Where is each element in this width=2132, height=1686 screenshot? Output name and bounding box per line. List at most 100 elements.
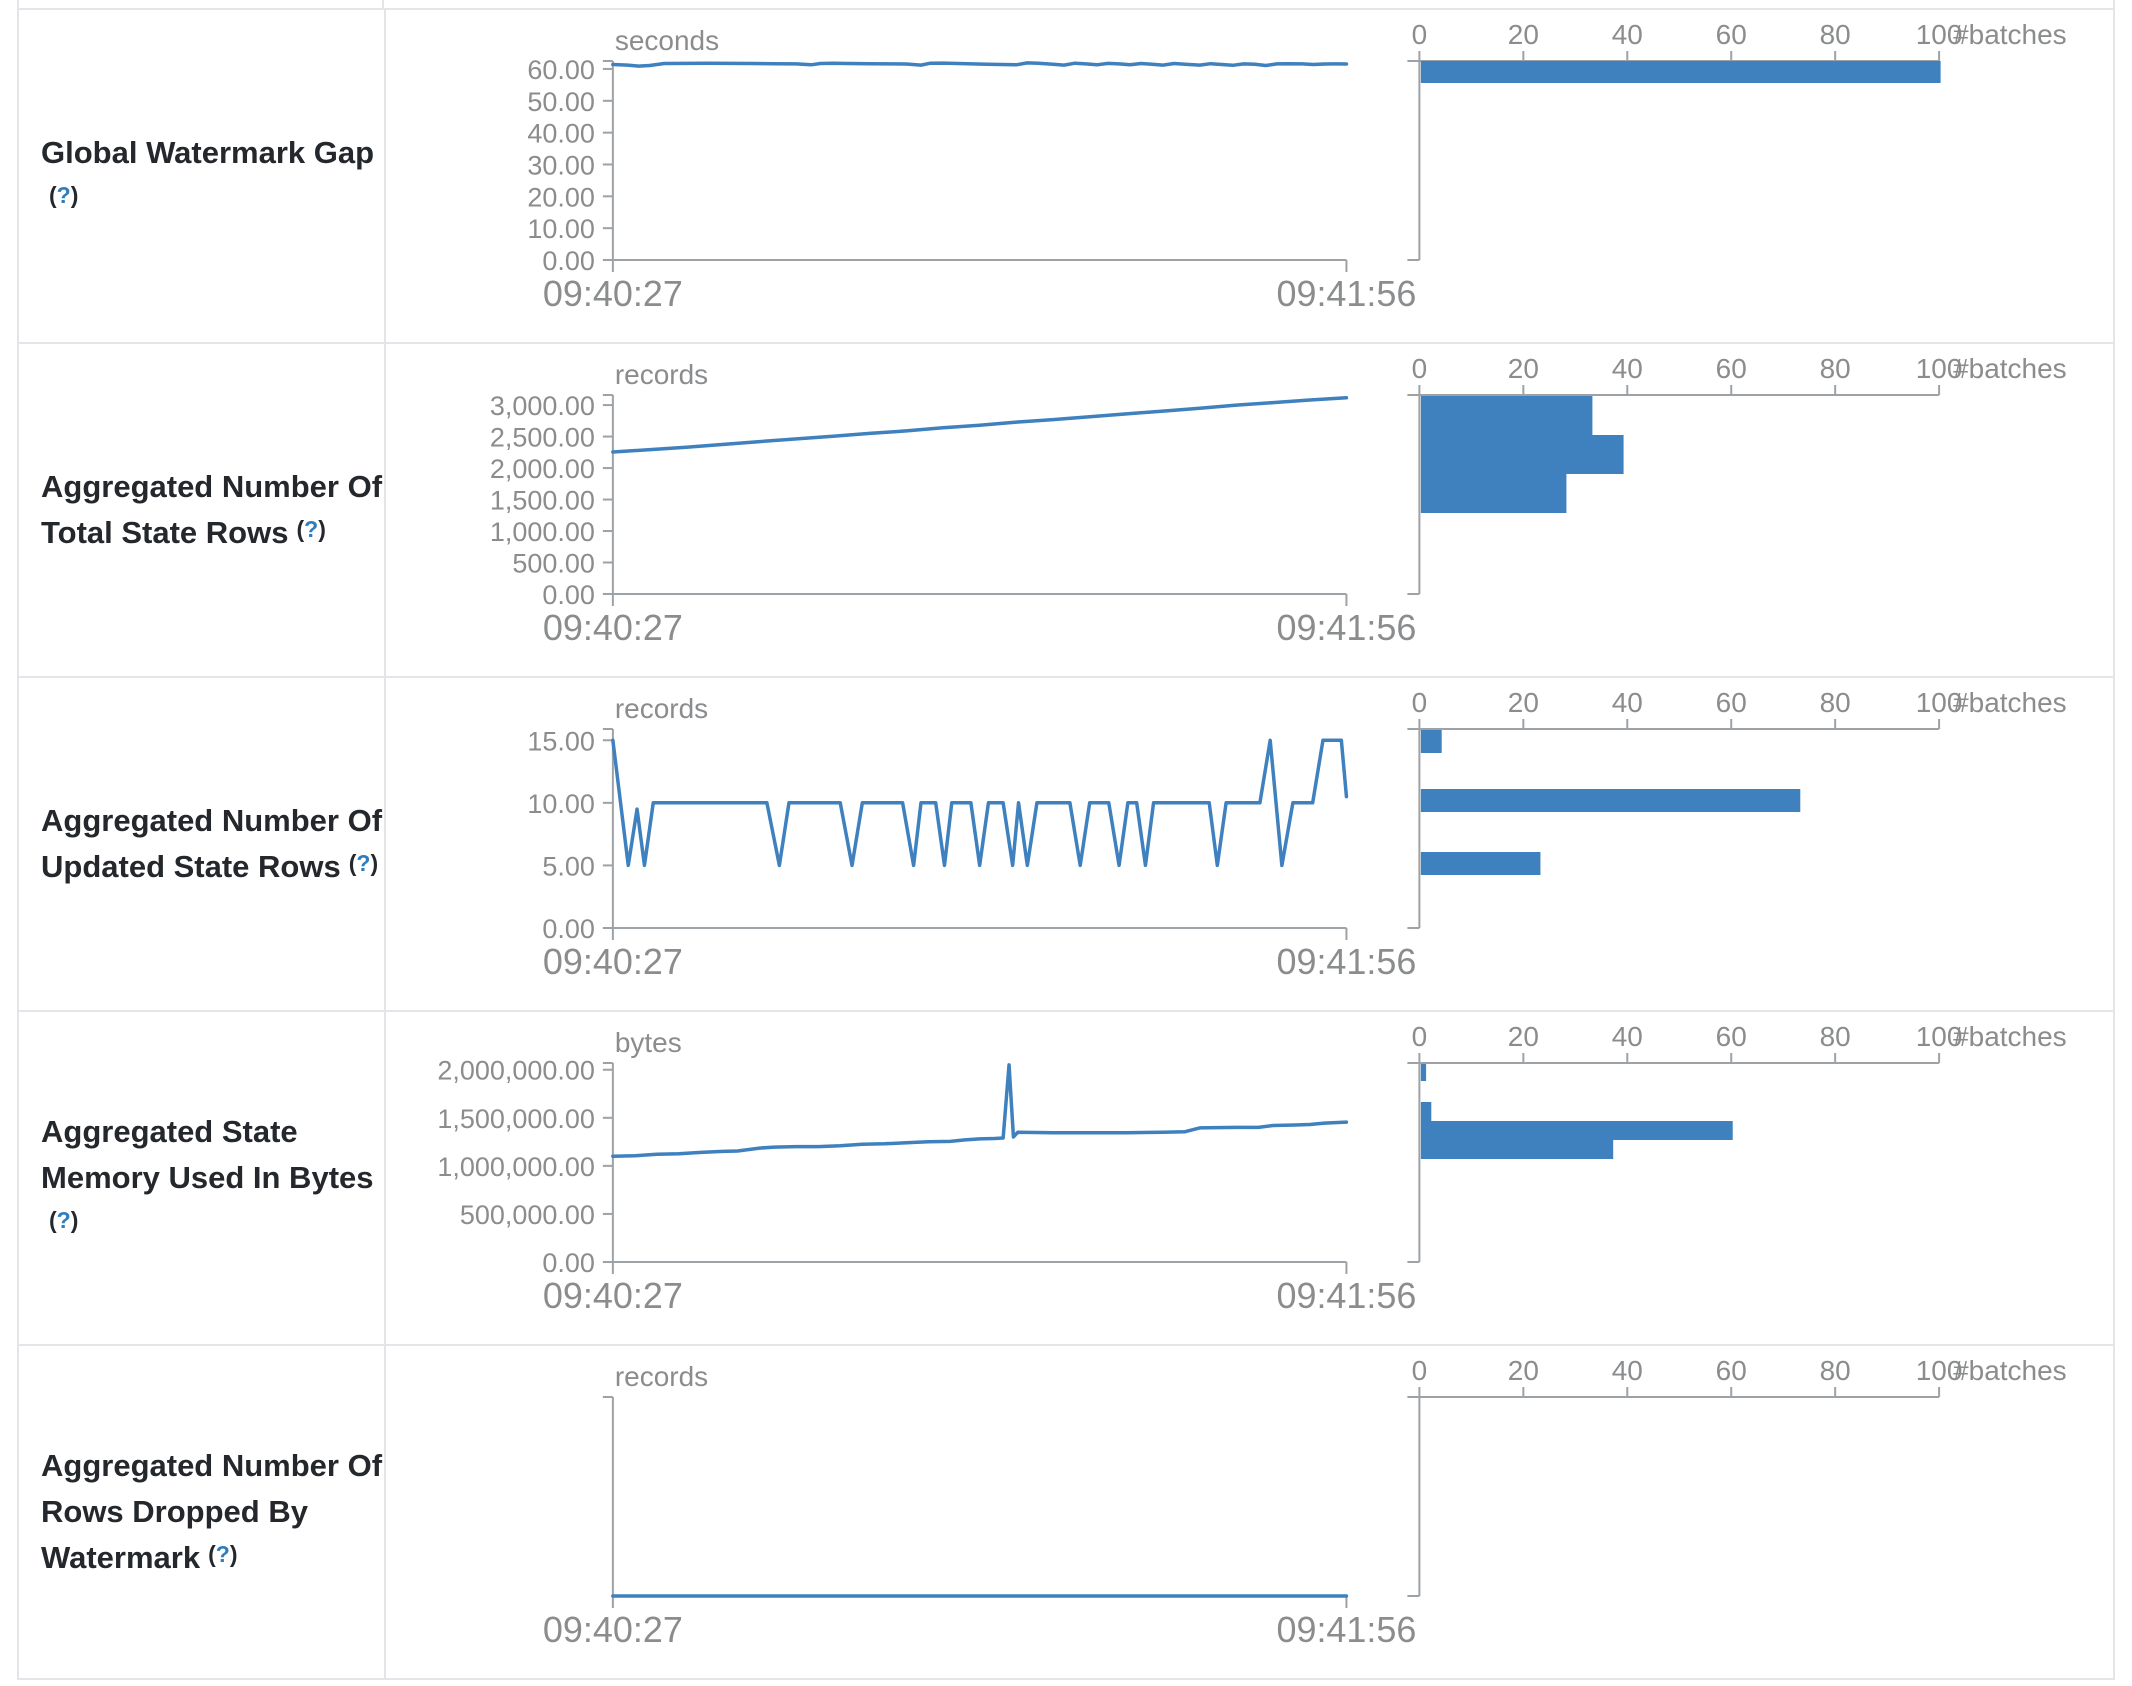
help-paren-open: ( (208, 1541, 216, 1567)
svg-text:40.00: 40.00 (527, 119, 595, 149)
svg-text:0.00: 0.00 (542, 1248, 595, 1278)
help-paren-open: ( (348, 850, 357, 876)
svg-text:40: 40 (1612, 687, 1643, 718)
metric-label-line: Memory Used In Bytes (41, 1160, 374, 1195)
svg-text:15.00: 15.00 (527, 726, 595, 756)
svg-text:09:41:56: 09:41:56 (1276, 941, 1416, 982)
svg-text:09:41:56: 09:41:56 (1276, 1275, 1416, 1316)
svg-text:0.00: 0.00 (542, 914, 595, 944)
svg-text:60: 60 (1716, 1355, 1747, 1386)
help-tooltip: (?) (349, 850, 378, 876)
svg-text:100: 100 (1916, 1355, 1963, 1386)
help-link[interactable]: ? (56, 182, 71, 208)
table-border-stub-divider (382, 0, 384, 8)
svg-text:80: 80 (1820, 687, 1851, 718)
help-link[interactable]: ? (304, 516, 319, 542)
svg-text:0.00: 0.00 (542, 580, 595, 610)
metric-label-line: Total State Rows (?) (41, 515, 326, 550)
svg-text:40: 40 (1612, 353, 1643, 384)
svg-text:#batches: #batches (1953, 1355, 2067, 1386)
timeline-and-histogram-chart: bytes 2,000,000.00 1,500,000.00 1,000,000.0… (437, 1021, 2067, 1316)
svg-text:#batches: #batches (1953, 687, 2067, 718)
metric-row-state-memory-used: Aggregated State Memory Used In Bytes (?) … (19, 1010, 2113, 1344)
metric-label-line: (?) (41, 176, 376, 222)
svg-text:#batches: #batches (1953, 353, 2067, 384)
metric-charts: seconds 60.00 50.00 40.00 30.00 20.00 10.00 0.0… (386, 10, 2113, 342)
svg-text:0: 0 (1412, 19, 1428, 50)
help-paren-close: ) (229, 1541, 238, 1567)
metric-label: Aggregated State Memory Used In Bytes (?) (19, 1012, 386, 1344)
svg-text:30.00: 30.00 (527, 150, 595, 180)
svg-text:09:40:27: 09:40:27 (543, 607, 683, 648)
metric-label-line: Watermark (?) (41, 1540, 238, 1575)
help-paren-open: ( (49, 1207, 57, 1233)
svg-text:2,500.00: 2,500.00 (490, 423, 595, 453)
metric-row-updated-state-rows: Aggregated Number Of Updated State Rows (?… (19, 676, 2113, 1010)
svg-text:#batches: #batches (1953, 19, 2067, 50)
metric-charts: bytes 2,000,000.00 1,500,000.00 1,000,000.0… (386, 1012, 2113, 1344)
svg-text:1,500.00: 1,500.00 (490, 486, 595, 516)
svg-text:20: 20 (1508, 687, 1539, 718)
svg-text:20.00: 20.00 (527, 182, 595, 212)
svg-text:0: 0 (1412, 1021, 1428, 1052)
metric-row-rows-dropped-by-watermark: Aggregated Number Of Rows Dropped By Water… (19, 1344, 2113, 1678)
svg-text:5.00: 5.00 (542, 851, 595, 881)
svg-text:100: 100 (1916, 1021, 1963, 1052)
svg-text:40: 40 (1612, 1355, 1643, 1386)
help-paren-close: ) (370, 850, 379, 876)
svg-text:09:40:27: 09:40:27 (543, 941, 683, 982)
svg-text:80: 80 (1820, 1021, 1851, 1052)
metric-row-total-state-rows: Aggregated Number Of Total State Rows (?) … (19, 342, 2113, 676)
svg-text:60: 60 (1716, 687, 1747, 718)
svg-text:40: 40 (1612, 1021, 1643, 1052)
metric-label-line: Aggregated Number Of (41, 1448, 383, 1483)
timeline-and-histogram-chart: records 09:40:27 09:41:56 0 20 40 60 80 100#batc… (543, 1355, 2067, 1650)
svg-text:09:40:27: 09:40:27 (543, 1609, 683, 1650)
svg-text:1,000,000.00: 1,000,000.00 (437, 1152, 595, 1182)
metric-charts: records 3,000.00 2,500.00 2,000.00 1,500.00 1… (386, 344, 2113, 676)
table-border-stub-right (2113, 0, 2115, 8)
help-paren-close: ) (70, 1207, 79, 1233)
svg-text:#batches: #batches (1953, 1021, 2067, 1052)
metric-label-line: Rows Dropped By (41, 1494, 308, 1529)
metric-charts: records 09:40:27 09:41:56 0 20 40 60 80 100 #batc… (386, 1346, 2113, 1678)
svg-text:0.00: 0.00 (542, 246, 595, 276)
help-paren-open: ( (296, 516, 305, 542)
metric-label-line: Global Watermark Gap (41, 135, 375, 170)
svg-text:80: 80 (1820, 1355, 1851, 1386)
metric-label-line: Updated State Rows (?) (41, 849, 379, 884)
svg-text:60: 60 (1716, 1021, 1747, 1052)
svg-text:1,000.00: 1,000.00 (490, 517, 595, 547)
svg-text:09:40:27: 09:40:27 (543, 1275, 683, 1316)
metric-label-line: Aggregated Number Of (41, 803, 383, 838)
metric-charts: records 15.00 10.00 5.00 0.00 09:40:27 09:41:5… (386, 678, 2113, 1010)
metric-label: Aggregated Number Of Total State Rows (?) (19, 344, 386, 676)
timeline-and-histogram-chart: seconds 60.0050.0040.0030.0020.0010.000.0… (527, 19, 2067, 314)
svg-text:10.00: 10.00 (527, 214, 595, 244)
svg-text:2,000.00: 2,000.00 (490, 454, 595, 484)
svg-text:3,000.00: 3,000.00 (490, 391, 595, 421)
svg-text:100: 100 (1916, 353, 1963, 384)
svg-text:500.00: 500.00 (512, 549, 595, 579)
help-link[interactable]: ? (56, 1207, 71, 1233)
svg-text:20: 20 (1508, 19, 1539, 50)
svg-text:100: 100 (1916, 687, 1963, 718)
timeline-and-histogram-chart: records3,000.002,500.002,000.001,500.001… (490, 353, 2067, 648)
svg-text:60: 60 (1716, 353, 1747, 384)
help-link[interactable]: ? (356, 850, 371, 876)
svg-text:09:40:27: 09:40:27 (543, 273, 683, 314)
metrics-table: Global Watermark Gap (?) seconds 60.00 50.0… (17, 8, 2115, 1680)
svg-text:80: 80 (1820, 353, 1851, 384)
svg-text:20: 20 (1508, 353, 1539, 384)
svg-text:1,500,000.00: 1,500,000.00 (437, 1104, 595, 1134)
help-link[interactable]: ? (215, 1541, 230, 1567)
metric-label-line: (?) (41, 1201, 376, 1247)
svg-text:40: 40 (1612, 19, 1643, 50)
svg-text:10.00: 10.00 (527, 789, 595, 819)
svg-text:0: 0 (1412, 687, 1428, 718)
help-tooltip: (?) (49, 182, 78, 208)
metric-label-line: Aggregated Number Of (41, 469, 383, 504)
metric-label: Aggregated Number Of Updated State Rows (?… (19, 678, 386, 1010)
help-paren-open: ( (49, 182, 57, 208)
